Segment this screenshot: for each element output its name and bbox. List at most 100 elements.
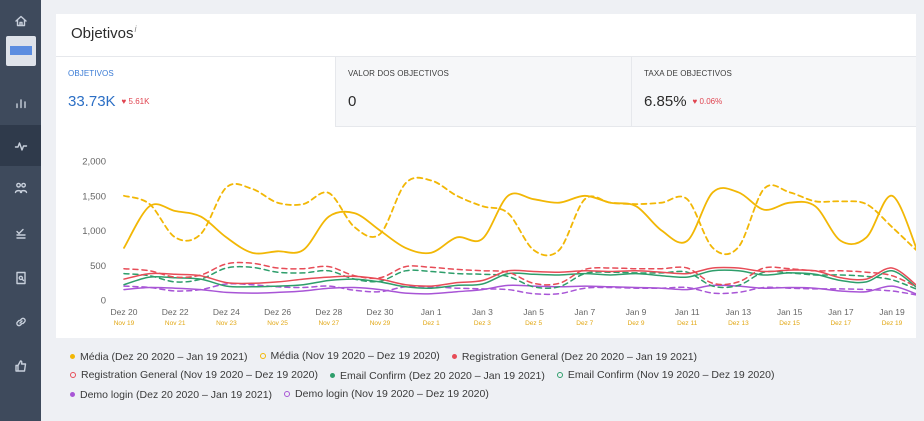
x-tick-label: Jan 13: [726, 307, 752, 317]
line-chart: 0 500 1,000 1,500 2,000 Dez 20 Nov 19 Dez 22 Nov…: [82, 157, 916, 327]
nav-links[interactable]: [0, 301, 41, 342]
info-icon[interactable]: i: [134, 24, 137, 34]
x-tick-label-comparison: Nov 25: [267, 320, 288, 327]
legend-item[interactable]: Registration General (Nov 19 2020 – Dez …: [70, 369, 318, 381]
stat-label: VALOR DOS OBJECTIVOS: [348, 69, 449, 78]
x-tick-label-comparison: Nov 23: [216, 320, 237, 327]
x-tick-label: Jan 7: [574, 307, 595, 317]
x-tick-label-comparison: Nov 19: [114, 320, 135, 327]
activity-icon: [14, 141, 27, 151]
x-tick-label-comparison: Dez 3: [474, 320, 491, 327]
series-line-media: [123, 187, 916, 255]
x-tick-label: Dez 28: [315, 307, 342, 317]
x-tick-label-comparison: Nov 29: [370, 320, 391, 327]
legend-marker: [70, 354, 75, 359]
x-tick-label: Dez 24: [213, 307, 240, 317]
users-icon: [14, 182, 27, 193]
checklist-icon: [15, 228, 26, 239]
stat-change: ♥ 0.06%: [692, 97, 723, 106]
nav-activity[interactable]: [0, 125, 41, 166]
legend-row: Registration General (Nov 19 2020 – Dez …: [70, 369, 786, 382]
nav-home[interactable]: [0, 0, 41, 41]
bar-chart-icon: [15, 98, 26, 108]
x-tick-label-comparison: Dez 17: [830, 320, 851, 327]
series-line-media-comparison: [123, 176, 916, 257]
x-tick-label-comparison: Dez 13: [728, 320, 749, 327]
stat-valor-objectivos[interactable]: VALOR DOS OBJECTIVOS 0: [335, 57, 631, 127]
stat-value: 6.85% ♥ 0.06%: [644, 93, 722, 110]
legend-label: Email Confirm (Dez 20 2020 – Jan 19 2021…: [339, 369, 545, 382]
legend-marker: [451, 354, 457, 359]
y-tick-label: 1,000: [82, 226, 106, 237]
legend-item[interactable]: Demo login (Nov 19 2020 – Dez 19 2020): [284, 388, 489, 400]
x-tick-label: Dez 20: [111, 307, 138, 317]
legend-item[interactable]: Média (Dez 20 2020 – Jan 19 2021): [70, 351, 248, 363]
panel-title: Objetivosi: [71, 24, 137, 42]
series-line-email: [123, 269, 916, 289]
legend-item[interactable]: Demo login (Dez 20 2020 – Jan 19 2021): [70, 389, 272, 401]
legend-marker: [329, 373, 335, 378]
legend-label: Média (Dez 20 2020 – Jan 19 2021): [80, 350, 248, 363]
legend-label: Email Confirm (Nov 19 2020 – Dez 19 2020…: [567, 369, 775, 381]
objectives-panel: Objetivosi OBJETIVOS 33.73K ♥ 5.61K VALOR…: [56, 14, 916, 338]
main-content: Objetivosi OBJETIVOS 33.73K ♥ 5.61K VALOR…: [56, 14, 922, 417]
stat-label: TAXA DE OBJECTIVOS: [644, 69, 732, 78]
x-tick-label: Dez 22: [162, 307, 189, 317]
x-tick-label-comparison: Nov 27: [318, 320, 339, 327]
x-tick-label: Jan 9: [626, 307, 647, 317]
x-tick-label: Dez 26: [264, 307, 291, 317]
x-tick-label: Jan 11: [675, 307, 700, 317]
y-tick-label: 0: [101, 296, 106, 307]
legend-marker: [70, 392, 75, 397]
legend-marker: [556, 372, 563, 378]
legend-row: Média (Dez 20 2020 – Jan 19 2021) Média (…: [70, 350, 709, 363]
home-icon: [14, 15, 27, 26]
x-tick-label-comparison: Dez 5: [525, 320, 542, 327]
stats-row: OBJETIVOS 33.73K ♥ 5.61K VALOR DOS OBJECT…: [56, 56, 916, 127]
legend-label: Demo login (Nov 19 2020 – Dez 19 2020): [295, 388, 489, 400]
x-tick-label: Jan 3: [472, 307, 493, 317]
legend-item[interactable]: Média (Nov 19 2020 – Dez 19 2020): [259, 350, 440, 362]
x-tick-label-comparison: Dez 15: [779, 320, 800, 327]
x-tick-label: Jan 15: [777, 307, 803, 317]
legend-marker: [70, 372, 76, 378]
x-tick-label: Dez 30: [367, 307, 394, 317]
stat-objetivos[interactable]: OBJETIVOS 33.73K ♥ 5.61K: [56, 57, 334, 127]
x-tick-label-comparison: Dez 1: [423, 320, 440, 327]
stat-value-text: 33.73K: [68, 93, 116, 110]
x-tick-label-comparison: Dez 9: [628, 320, 645, 327]
x-tick-label-comparison: Dez 7: [576, 320, 593, 327]
series-line-registration: [123, 266, 916, 287]
thumbs-up-icon: [14, 359, 26, 372]
stat-change: ♥ 5.61K: [121, 97, 150, 106]
x-tick-label: Jan 19: [879, 307, 905, 317]
x-tick-label-comparison: Dez 19: [882, 320, 903, 327]
stat-taxa-objectivos[interactable]: TAXA DE OBJECTIVOS 6.85% ♥ 0.06%: [631, 57, 916, 127]
search-doc-icon: [15, 271, 26, 284]
nav-tasks[interactable]: [0, 213, 41, 254]
x-tick-label: Jan 1: [421, 307, 442, 317]
nav-likes[interactable]: [0, 345, 41, 386]
stat-value: 0: [348, 93, 362, 110]
legend-marker: [259, 353, 266, 359]
nav-users[interactable]: [0, 167, 41, 208]
logo[interactable]: [6, 36, 36, 66]
x-tick-label-comparison: Dez 11: [677, 320, 697, 327]
nav-reports[interactable]: [0, 257, 41, 298]
legend-label: Demo login (Dez 20 2020 – Jan 19 2021): [80, 388, 273, 401]
link-icon: [15, 317, 26, 326]
panel-title-text: Objetivos: [71, 25, 134, 42]
legend-marker: [284, 391, 291, 397]
legend-item[interactable]: Email Confirm (Dez 20 2020 – Jan 19 2021…: [329, 369, 545, 382]
nav-analytics[interactable]: [0, 82, 41, 123]
x-tick-label-comparison: Nov 21: [165, 320, 186, 327]
stat-value-text: 0: [348, 93, 357, 110]
stat-value: 33.73K ♥ 5.61K: [68, 93, 149, 110]
y-tick-label: 1,500: [82, 191, 106, 202]
legend-item[interactable]: Email Confirm (Nov 19 2020 – Dez 19 2020…: [556, 369, 775, 381]
legend-label: Média (Nov 19 2020 – Dez 19 2020): [270, 350, 440, 362]
legend-label: Registration General (Dez 20 2020 – Jan …: [461, 350, 698, 363]
stat-label: OBJETIVOS: [68, 69, 114, 78]
legend-item[interactable]: Registration General (Dez 20 2020 – Jan …: [451, 350, 698, 363]
legend-row: Demo login (Dez 20 2020 – Jan 19 2021) De…: [70, 388, 501, 401]
